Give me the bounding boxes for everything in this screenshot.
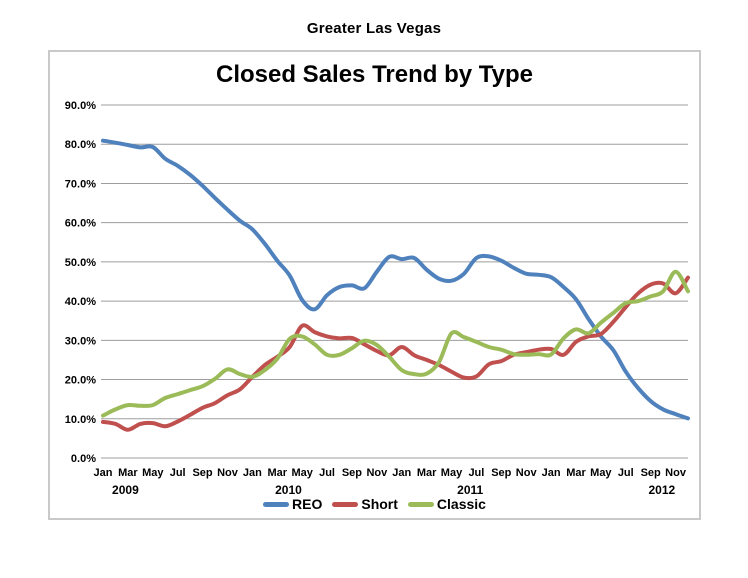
- x-axis-year-label: 2012: [649, 483, 676, 497]
- x-axis-tick-label: Mar: [267, 467, 287, 479]
- legend-item-classic: Classic: [407, 496, 486, 512]
- y-axis-tick-label: 70.0%: [65, 178, 96, 190]
- x-axis-tick-label: Nov: [217, 467, 239, 479]
- x-axis-tick-label: Sep: [192, 467, 212, 479]
- y-axis-tick-label: 10.0%: [65, 414, 96, 426]
- x-axis-tick-label: Jul: [319, 467, 335, 479]
- x-axis-tick-label: Sep: [491, 467, 511, 479]
- legend-label-classic: Classic: [436, 496, 486, 512]
- reo-line-swatch-icon: [263, 501, 290, 507]
- x-axis-tick-label: Mar: [417, 467, 437, 479]
- short-series-line: [101, 275, 690, 432]
- x-axis-year-label: 2010: [275, 483, 302, 497]
- classic-series-line: [101, 269, 690, 418]
- y-axis-tick-label: 0.0%: [71, 453, 96, 465]
- x-axis-tick-label: Jan: [542, 467, 561, 479]
- y-axis-tick-label: 30.0%: [65, 335, 96, 347]
- legend-label-short: Short: [361, 496, 398, 512]
- x-axis-tick-label: Jul: [468, 467, 484, 479]
- x-axis-tick-label: Nov: [665, 467, 687, 479]
- x-axis-tick-label: Jul: [618, 467, 634, 479]
- x-axis-tick-label: May: [291, 467, 313, 479]
- y-axis-tick-label: 80.0%: [65, 139, 96, 151]
- classic-line-swatch-icon: [407, 501, 434, 507]
- y-axis-tick-label: 60.0%: [65, 218, 96, 230]
- legend-item-reo: REO: [263, 496, 322, 512]
- x-axis-tick-label: Jan: [243, 467, 262, 479]
- short-line-swatch-icon: [332, 501, 359, 507]
- x-axis-tick-label: Nov: [366, 467, 388, 479]
- x-axis-tick-label: May: [142, 467, 164, 479]
- chart-frame: 0.0% 10.0% 20.0% 30.0% 40.0% 50.0% 60.0% 70.0% 8…: [48, 50, 701, 520]
- legend-item-short: Short: [332, 496, 398, 512]
- legend-label-reo: REO: [292, 496, 323, 512]
- x-axis-tick-label: Mar: [118, 467, 138, 479]
- x-axis-tick-label: May: [441, 467, 463, 479]
- x-axis-tick-label: May: [590, 467, 612, 479]
- chart-legend: REO Short Classic: [50, 496, 699, 512]
- y-axis-tick-label: 90.0%: [65, 100, 96, 112]
- y-axis-tick-label: 40.0%: [65, 296, 96, 308]
- page-title: Greater Las Vegas: [306, 20, 442, 37]
- line-chart: 0.0% 10.0% 20.0% 30.0% 40.0% 50.0% 60.0% 70.0% 8…: [65, 100, 690, 497]
- y-axis-tick-label: 20.0%: [65, 375, 96, 387]
- x-axis-tick-label: Jan: [94, 467, 113, 479]
- x-axis-tick-label: Jul: [170, 467, 186, 479]
- chart-title: Closed Sales Trend by Type: [216, 61, 533, 88]
- x-axis-tick-label: Jan: [392, 467, 411, 479]
- x-axis-tick-label: Sep: [641, 467, 661, 479]
- reo-series-line: [101, 138, 690, 421]
- x-axis-tick-label: Nov: [516, 467, 538, 479]
- y-axis-tick-label: 50.0%: [65, 257, 96, 269]
- x-axis-tick-label: Sep: [342, 467, 362, 479]
- x-axis-tick-label: Mar: [566, 467, 586, 479]
- x-axis-year-label: 2011: [457, 483, 483, 497]
- x-axis-year-label: 2009: [112, 483, 139, 497]
